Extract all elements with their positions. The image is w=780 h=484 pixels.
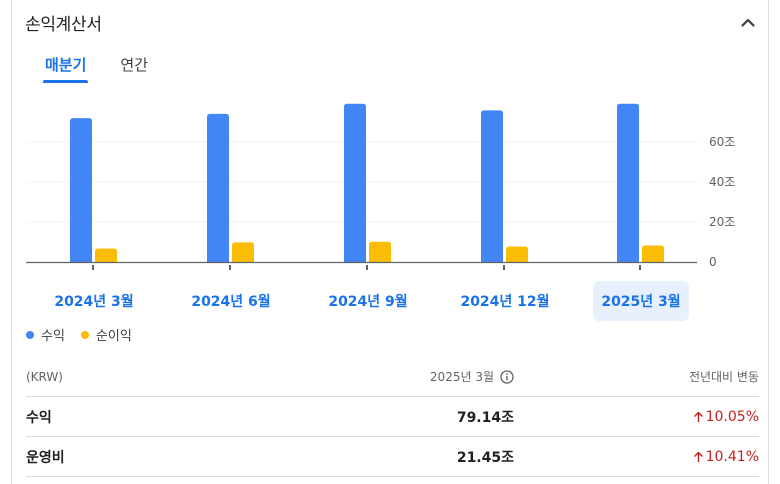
collapse-button[interactable]	[736, 10, 760, 34]
row-label: 운영비	[26, 449, 65, 466]
period-tabs: 매분기 연간	[42, 54, 182, 83]
row-change: 10.41%	[514, 449, 759, 465]
revenue-bar	[70, 118, 92, 262]
row-value: 21.45조	[456, 449, 514, 466]
card-title: 손익계산서	[25, 14, 102, 35]
net-income-bar	[642, 245, 664, 262]
legend-revenue: 수익	[26, 325, 65, 344]
period-button[interactable]: 2024년 3월	[54, 294, 134, 310]
y-tick-label: 20조	[709, 215, 735, 229]
legend-net-income-label: 순이익	[95, 329, 132, 344]
tab-quarterly[interactable]: 매분기	[42, 54, 89, 83]
revenue-bar	[207, 113, 229, 262]
change-header: 전년대비 변동	[688, 370, 759, 384]
period-selector: 2024년 3월 2024년 6월 2024년 9월 2024년 12월 2025년 3…	[12, 281, 770, 321]
y-tick-label: 60조	[709, 135, 735, 149]
table-row: 수익 79.14조 10.05%	[26, 397, 759, 437]
y-tick-label: 40조	[709, 175, 735, 189]
row-change-value: 10.05%	[705, 408, 759, 425]
period-button[interactable]: 2024년 9월	[328, 294, 408, 310]
revenue-bar	[481, 110, 503, 262]
period-button[interactable]: 2024년 12월	[460, 294, 550, 310]
income-statement-card: 손익계산서 매분기 연간 0 20조 40조 60조 2024년 3월 2024년 6월…	[11, 0, 769, 484]
row-value: 79.14조	[456, 409, 514, 426]
income-chart: 0 20조 40조 60조	[26, 103, 735, 270]
net-income-bar	[506, 246, 528, 262]
row-label: 수익	[26, 409, 52, 426]
period-header-label: 2025년 3월	[429, 370, 494, 384]
chart-legend: 수익 순이익	[26, 325, 148, 344]
info-icon[interactable]	[500, 369, 514, 384]
legend-revenue-dot	[26, 330, 34, 339]
revenue-bar	[344, 103, 366, 262]
period-button[interactable]: 2024년 6월	[191, 294, 271, 310]
tab-annual[interactable]: 연간	[120, 56, 149, 74]
row-change: 10.05%	[514, 409, 759, 425]
row-change-value: 10.41%	[705, 448, 759, 465]
revenue-bar	[617, 103, 639, 262]
net-income-bar	[232, 242, 254, 262]
period-header: 2025년 3월	[344, 368, 514, 385]
period-button[interactable]: 2025년 3월	[593, 281, 689, 321]
y-tick-label: 0	[709, 255, 717, 269]
legend-net-income-dot	[80, 330, 89, 339]
net-income-bar	[369, 241, 391, 262]
arrow-up-icon	[693, 411, 703, 422]
table-row: 운영비 21.45조 10.41%	[26, 437, 759, 477]
chevron-up-icon	[741, 18, 755, 27]
net-income-bar	[95, 248, 117, 262]
card-header[interactable]: 손익계산서	[25, 8, 760, 36]
legend-revenue-label: 수익	[41, 329, 65, 344]
arrow-up-icon	[693, 451, 703, 462]
currency-label: (KRW)	[26, 369, 63, 384]
financial-table: (KRW) 2025년 3월 전년대비 변동 수익 79.14조	[26, 357, 759, 477]
legend-net-income: 순이익	[80, 325, 132, 344]
table-header: (KRW) 2025년 3월 전년대비 변동	[26, 357, 759, 397]
